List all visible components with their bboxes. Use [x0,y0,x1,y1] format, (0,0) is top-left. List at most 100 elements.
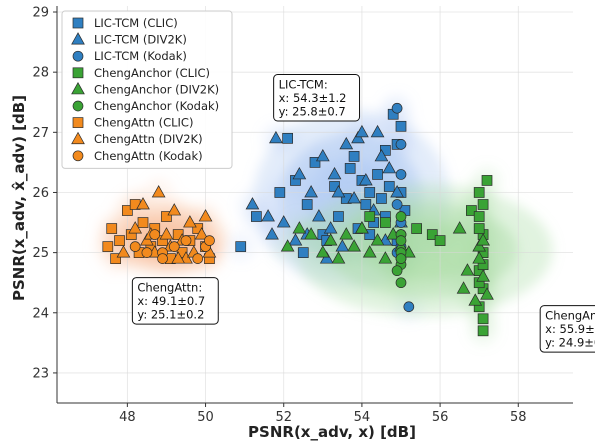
point-chenganchor-div2k-20 [476,269,490,282]
legend-label-chenganchor-kodak: ChengAnchor (Kodak) [94,99,219,113]
point-lic-tcm-div2k-13 [347,191,361,204]
point-lic-tcm-div2k-25 [355,124,369,138]
point-chenganchor-kodak-7 [395,253,407,264]
series-chenganchor-clic [364,175,493,337]
point-chenganchor-div2k-18 [456,281,471,294]
point-lic-tcm-clic-30 [364,229,376,240]
legend-label-chenganchor-clic: ChengAnchor (CLIC) [94,66,210,80]
point-chenganchor-kodak-0 [395,211,407,222]
point-chenganchor-clic-4 [434,235,446,246]
point-chengattn-kodak-4 [168,241,180,252]
point-lic-tcm-clic-17 [372,169,383,180]
point-lic-tcm-kodak-9 [403,301,415,313]
point-lic-tcm-kodak-1 [395,138,407,150]
point-chengattn-div2k-14 [198,209,213,222]
point-chenganchor-div2k-4 [323,233,338,246]
point-chengattn-kodak-5 [180,235,192,246]
x-tick-label-54: 54 [354,410,371,425]
point-chenganchor-kodak-4 [391,265,403,277]
point-chengattn-clic-13 [176,247,188,258]
point-lic-tcm-div2k-2 [269,130,283,144]
legend-frame [61,10,233,169]
point-lic-tcm-div2k-18 [370,124,385,138]
annotation-line-chenganchor-1: x: 55.9±1.3 [545,322,595,336]
annotation-line-chenganchor-2: y: 24.9±0.4 [545,336,595,350]
point-chenganchor-div2k-10 [370,233,385,246]
y-tick-label-25: 25 [32,246,49,261]
legend-marker-chengattn-kodak [72,150,84,162]
y-tick-label-29: 29 [32,6,49,21]
legend-label-lic-tcm-clic: LIC-TCM (CLIC) [94,16,178,30]
point-chenganchor-clic-1 [380,217,391,228]
point-chenganchor-div2k-19 [472,239,487,252]
point-chengattn-clic-10 [161,211,172,222]
y-tick-label-26: 26 [32,186,49,201]
point-chenganchor-div2k-2 [304,227,318,240]
point-lic-tcm-kodak-2 [395,169,407,180]
point-chenganchor-div2k-21 [480,287,494,300]
point-lic-tcm-div2k-21 [382,160,397,174]
point-chengattn-kodak-9 [204,235,215,246]
point-chenganchor-clic-7 [473,211,485,222]
point-lic-tcm-clic-8 [329,181,340,192]
y-tick-label-24: 24 [32,306,49,321]
point-chenganchor-clic-3 [426,229,438,240]
y-tick-label-28: 28 [32,66,49,81]
point-chenganchor-clic-15 [477,199,489,210]
point-lic-tcm-clic-1 [251,211,262,222]
point-lic-tcm-div2k-14 [351,130,365,144]
legend-label-chengattn-clic: ChengAttn (CLIC) [94,116,193,130]
point-lic-tcm-div2k-23 [390,185,404,198]
point-chenganchor-div2k-0 [280,239,295,252]
point-chengattn-clic-3 [122,205,133,216]
annotation-line-lic-tcm-1: x: 54.3±1.2 [279,91,347,105]
point-lic-tcm-kodak-3 [391,199,403,210]
point-chenganchor-kodak-6 [395,235,407,246]
x-tick-label-58: 58 [510,410,527,425]
point-chenganchor-clic-0 [364,211,376,222]
point-chenganchor-clic-13 [477,313,489,325]
point-lic-tcm-clic-29 [348,151,360,162]
point-chengattn-kodak-0 [129,241,141,252]
x-tick-label-56: 56 [432,410,449,425]
legend-marker-chenganchor-div2k [71,81,85,95]
annotation-line-lic-tcm-0: LIC-TCM: [279,78,328,92]
annotation-line-chengattn-0: ChengAttn: [137,281,202,295]
points-layer [102,102,494,337]
legend-marker-lic-tcm-kodak [72,50,84,62]
annotation-box-lic-tcm [273,74,361,122]
point-lic-tcm-div2k-19 [374,148,389,162]
point-chenganchor-div2k-9 [362,245,377,258]
point-lic-tcm-div2k-11 [335,239,350,252]
point-chenganchor-clic-19 [477,325,489,337]
point-lic-tcm-div2k-10 [327,167,342,180]
point-chenganchor-div2k-16 [460,263,475,276]
annotation-box-chenganchor [539,305,595,353]
point-chengattn-clic-0 [102,241,114,252]
point-chengattn-clic-2 [114,235,125,246]
point-chengattn-div2k-13 [194,227,209,240]
point-chengattn-kodak-8 [157,253,168,264]
series-chengattn-kodak [129,229,215,264]
series-chenganchor-div2k [280,221,494,306]
point-lic-tcm-div2k-6 [304,185,318,198]
point-lic-tcm-clic-31 [380,145,391,156]
point-chengattn-div2k-11 [183,215,197,228]
point-chenganchor-div2k-8 [355,221,369,234]
point-chengattn-div2k-8 [167,203,182,216]
x-tick-label-50: 50 [197,410,214,425]
point-chengattn-clic-12 [172,229,184,240]
point-chenganchor-clic-6 [473,187,485,198]
annotation-line-chengattn-1: x: 49.1±0.7 [137,294,205,308]
point-lic-tcm-div2k-0 [245,197,260,210]
point-lic-tcm-clic-27 [297,247,309,258]
point-chenganchor-div2k-22 [476,233,490,246]
point-lic-tcm-clic-5 [301,199,313,210]
point-lic-tcm-div2k-9 [323,221,338,234]
point-chenganchor-div2k-17 [468,293,483,306]
annotation-lic-tcm: LIC-TCM:x: 54.3±1.2y: 25.8±0.7 [273,74,361,122]
point-lic-tcm-div2k-1 [261,209,275,222]
point-lic-tcm-clic-20 [383,181,395,192]
point-chengattn-div2k-3 [140,233,154,246]
y-tick-label-27: 27 [32,126,49,141]
